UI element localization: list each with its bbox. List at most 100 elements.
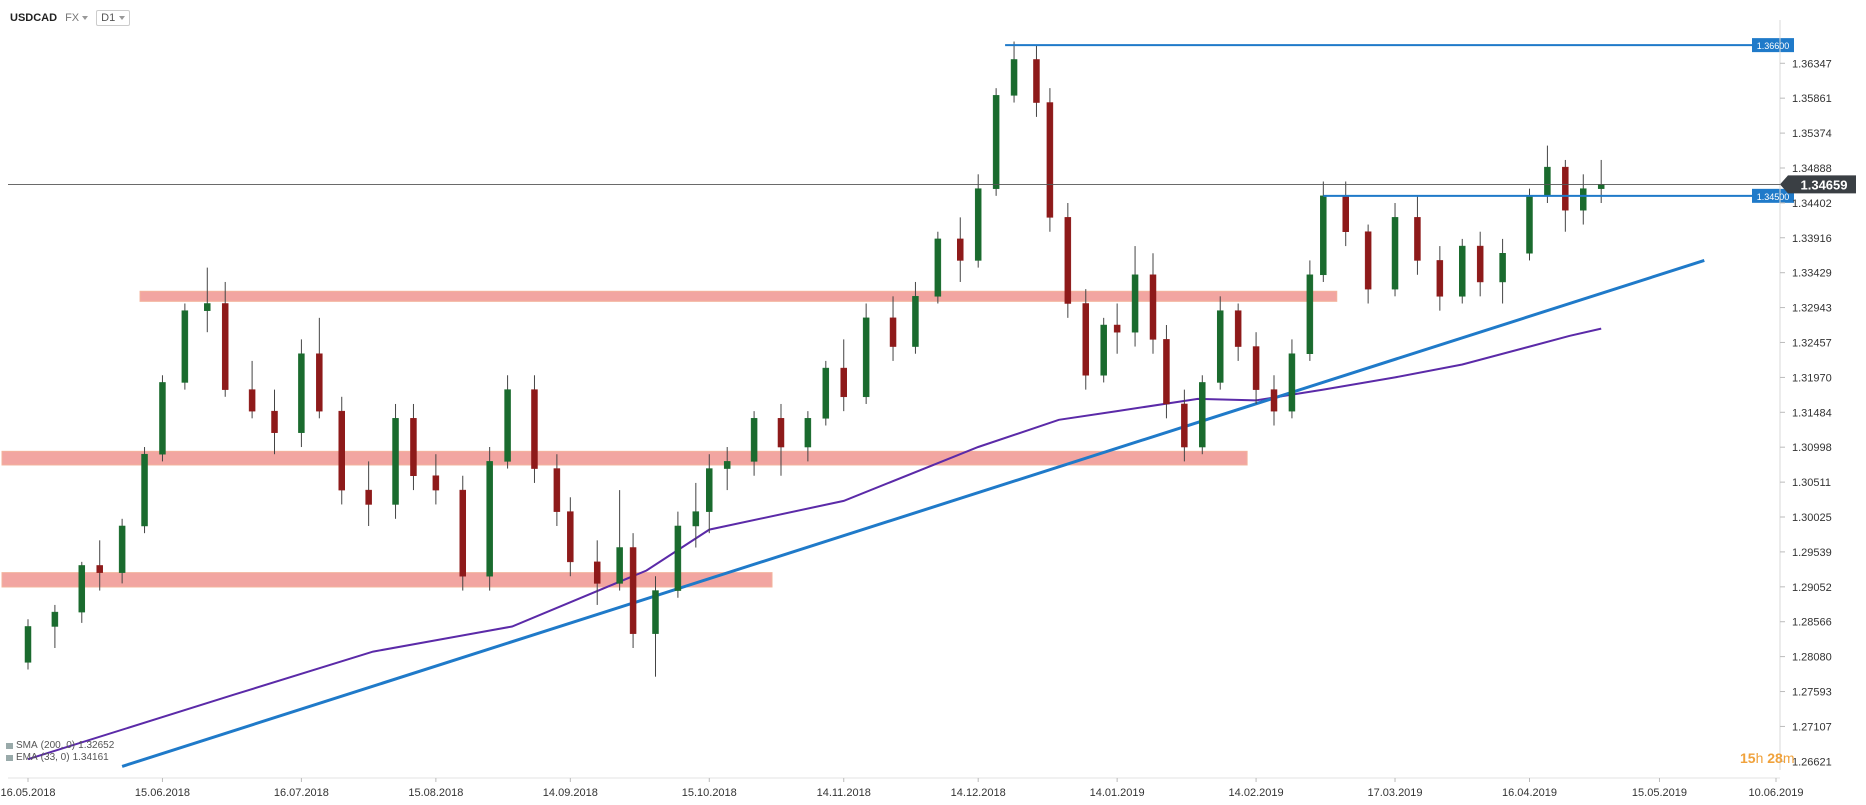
candle-body [392, 418, 399, 505]
x-tick-label: 16.07.2018 [274, 787, 329, 799]
y-tick-label: 1.27107 [1792, 721, 1832, 733]
candle-body [51, 611, 59, 627]
price-level-tag [1752, 188, 1794, 203]
y-tick-label: 1.30025 [1792, 512, 1832, 524]
candle-body [432, 475, 440, 491]
timeframe-label: D1 [101, 12, 116, 24]
candle-body [804, 418, 812, 448]
current-price-label: 1.34659 [1801, 177, 1848, 192]
candle-body [316, 353, 323, 412]
candle-body [840, 367, 847, 398]
trend-line-path [121, 259, 1705, 768]
candle-body [629, 547, 637, 634]
candle-body [862, 317, 870, 398]
sr-zone [139, 290, 1338, 302]
candle-body [159, 382, 166, 455]
y-tick-label: 1.28080 [1792, 652, 1832, 664]
candle-body [1234, 310, 1242, 347]
y-tick-label: 1.35861 [1792, 93, 1832, 105]
horizontal-levels[interactable]: 1.36600 1.34500 [1005, 38, 1794, 203]
candle-body [459, 489, 467, 577]
candle-body [1252, 346, 1260, 390]
support-resistance-zones [1, 290, 1338, 588]
chart-header: USDCAD FX D1 [10, 10, 131, 26]
price-level-tag [1752, 38, 1794, 53]
candle-body [1544, 166, 1551, 197]
candle-body [1526, 195, 1533, 254]
x-tick-label: 14.11.2018 [817, 787, 871, 799]
x-tick-label: 16.05.2018 [0, 787, 55, 799]
candle-body [248, 389, 256, 412]
indicator-value: 1.32652 [78, 740, 115, 751]
candle-body [1199, 382, 1206, 448]
price-level-label: 1.36600 [1757, 41, 1790, 51]
trend-line[interactable] [121, 259, 1705, 768]
indicator-icon [6, 743, 13, 749]
current-price-tag [1780, 175, 1856, 194]
indicator-icon [6, 755, 13, 761]
x-tick-label: 14.01.2019 [1090, 787, 1145, 799]
timer-minutes-unit: m [1782, 750, 1795, 766]
candle-countdown: 15h 28m [1740, 750, 1795, 766]
candle-body [1288, 353, 1296, 412]
indicator-params: (200, 0) [40, 740, 76, 751]
symbol-label: USDCAD [10, 12, 58, 24]
candle-body [1459, 245, 1466, 297]
sma-200-path [27, 327, 1602, 761]
y-tick-label: 1.32943 [1792, 303, 1832, 315]
candle-body [1010, 59, 1018, 96]
time-axis[interactable]: 16.05.2018 15.06.2018 16.07.2018 15.08.2018… [0, 777, 1804, 799]
x-tick-label: 15.05.2019 [1632, 787, 1687, 799]
x-tick-label: 10.06.2019 [1748, 787, 1803, 799]
y-tick-label: 1.33916 [1792, 233, 1832, 245]
x-tick-label: 17.03.2019 [1367, 787, 1422, 799]
timeframe-selector[interactable]: D1 [96, 10, 131, 26]
timer-hours: 15 [1740, 750, 1756, 766]
y-tick-label: 1.34402 [1792, 198, 1832, 210]
y-tick-label: 1.30511 [1792, 477, 1831, 489]
indicator-params: (33, 0) [40, 752, 70, 763]
candle-body [567, 511, 574, 563]
indicator-name: EMA [16, 752, 38, 763]
candle-body [1082, 303, 1090, 376]
candle-body [553, 468, 561, 512]
x-tick-label: 15.10.2018 [682, 787, 737, 799]
candle-body [1580, 188, 1587, 211]
y-tick-label: 1.29539 [1792, 547, 1832, 559]
indicator-ema[interactable]: EMA (33, 0) 1.34161 [6, 752, 114, 764]
price-axis[interactable]: 1.36347 1.35861 1.35374 1.34888 1.34402 1.339… [1779, 20, 1832, 770]
market-selector[interactable]: FX [65, 12, 89, 24]
current-price: 1.34659 [8, 175, 1856, 194]
timer-minutes: 28 [1767, 750, 1783, 766]
candle-body [1476, 245, 1484, 283]
y-tick-label: 1.33429 [1792, 268, 1832, 280]
candle-body [652, 590, 659, 634]
candle-body [1270, 389, 1278, 412]
indicator-sma[interactable]: SMA (200, 0) 1.32652 [6, 740, 114, 752]
candle-body [674, 525, 682, 591]
candle-body [410, 418, 417, 476]
candle-body [822, 367, 830, 419]
candle-body [1046, 102, 1054, 218]
candle-body [1436, 260, 1444, 297]
x-tick-label: 16.04.2019 [1502, 787, 1557, 799]
candle-body [1033, 59, 1040, 103]
candle-body [1342, 195, 1349, 232]
candle-body [365, 489, 372, 505]
candle-body [723, 461, 731, 469]
candle-body [504, 389, 511, 462]
candle-body [1597, 184, 1605, 189]
candle-body [204, 303, 211, 311]
candle-body [692, 511, 700, 527]
y-tick-label: 1.29052 [1792, 582, 1832, 594]
candle-body [889, 317, 897, 347]
candle-body [141, 453, 148, 527]
candle-body [486, 461, 493, 577]
candle-body [1216, 310, 1224, 383]
y-tick-label: 1.30998 [1792, 442, 1832, 454]
price-level-label: 1.34500 [1757, 192, 1790, 202]
candle-body [78, 565, 86, 613]
indicator-legend: SMA (200, 0) 1.32652 EMA (33, 0) 1.34161 [6, 740, 114, 764]
candle-body [1131, 274, 1139, 333]
